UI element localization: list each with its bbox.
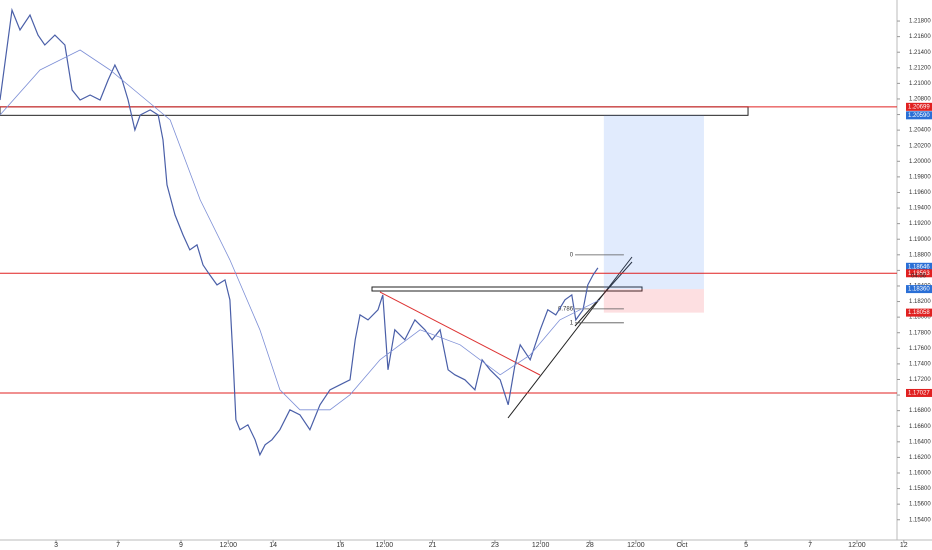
trendline <box>574 261 633 327</box>
y-tick-label: 1.21600 <box>909 34 931 40</box>
resistance-box <box>371 286 643 292</box>
target-zone <box>603 115 704 290</box>
stop-zone <box>603 289 704 313</box>
x-tick-label: 5 <box>744 542 748 549</box>
x-tick-label: 21 <box>429 542 437 549</box>
x-tick-label: 12:00 <box>219 542 237 549</box>
y-tick-label: 1.20200 <box>909 143 931 149</box>
y-tick-label: 1.18200 <box>909 299 931 305</box>
fib-label: 1 <box>570 320 574 326</box>
x-tick-label: 12:00 <box>627 542 645 549</box>
fib-label: 0.786 <box>558 306 574 312</box>
x-tick-label: 3 <box>54 542 58 549</box>
y-tick-label: 1.18000 <box>909 315 931 321</box>
y-tick-label: 1.17400 <box>909 361 931 367</box>
y-tick-label: 1.19000 <box>909 237 931 243</box>
fib-label: 0 <box>570 252 574 258</box>
price-label: 1.18646 <box>908 264 930 270</box>
price-label: 1.18563 <box>908 271 930 277</box>
y-tick-label: 1.18800 <box>909 252 931 258</box>
x-tick-label: 16 <box>336 542 344 549</box>
y-tick-label: 1.21200 <box>909 65 931 71</box>
y-tick-label: 1.16000 <box>909 471 931 477</box>
price-label: 1.17027 <box>908 391 930 397</box>
y-tick-label: 1.16200 <box>909 455 931 461</box>
price-label-box <box>906 388 932 397</box>
x-tick-label: 12 <box>900 542 908 549</box>
y-tick-label: 1.15400 <box>909 517 931 523</box>
trendline <box>379 291 541 376</box>
price-label-box <box>906 269 932 278</box>
x-tick-label: 7 <box>116 542 120 549</box>
y-tick-label: 1.15600 <box>909 502 931 508</box>
y-tick-label: 1.16600 <box>909 424 931 430</box>
y-tick-label: 1.21400 <box>909 50 931 56</box>
x-tick-label: 14 <box>269 542 277 549</box>
y-tick-label: 1.20800 <box>909 97 931 103</box>
price-label: 1.20699 <box>908 104 930 110</box>
y-tick-label: 1.19800 <box>909 174 931 180</box>
price-label: 1.20590 <box>908 113 930 119</box>
price-label: 1.18360 <box>908 287 930 293</box>
y-tick-label: 1.16800 <box>909 408 931 414</box>
price-label-box <box>906 308 932 317</box>
trendline <box>507 256 633 419</box>
y-tick-label: 1.19400 <box>909 206 931 212</box>
x-tick-label: 9 <box>179 542 183 549</box>
moving-average <box>0 49 601 411</box>
y-tick-label: 1.21000 <box>909 81 931 87</box>
y-tick-label: 1.15800 <box>909 486 931 492</box>
y-tick-label: 1.16400 <box>909 439 931 445</box>
x-tick-label: 12:00 <box>848 542 866 549</box>
price-label-box <box>906 111 932 120</box>
y-tick-label: 1.17600 <box>909 346 931 352</box>
y-tick-label: 1.17200 <box>909 377 931 383</box>
price-label: 1.18058 <box>908 310 930 316</box>
y-tick-label: 1.19600 <box>909 190 931 196</box>
x-tick-label: 23 <box>491 542 499 549</box>
y-tick-label: 1.20000 <box>909 159 931 165</box>
price-label-box <box>906 285 932 294</box>
x-tick-label: 28 <box>586 542 594 549</box>
y-tick-label: 1.21800 <box>909 19 931 25</box>
price-line <box>0 7 599 457</box>
price-label-box <box>906 102 932 111</box>
y-tick-label: 1.17800 <box>909 330 931 336</box>
x-tick-label: 12:00 <box>376 542 394 549</box>
x-tick-label: 7 <box>808 542 812 549</box>
y-tick-label: 1.19200 <box>909 221 931 227</box>
y-tick-label: 1.20400 <box>909 128 931 134</box>
countdown: 04:56 <box>911 273 927 279</box>
x-tick-label: Oct <box>677 542 688 549</box>
price-label-box <box>906 262 932 271</box>
x-tick-label: 12:00 <box>532 542 550 549</box>
